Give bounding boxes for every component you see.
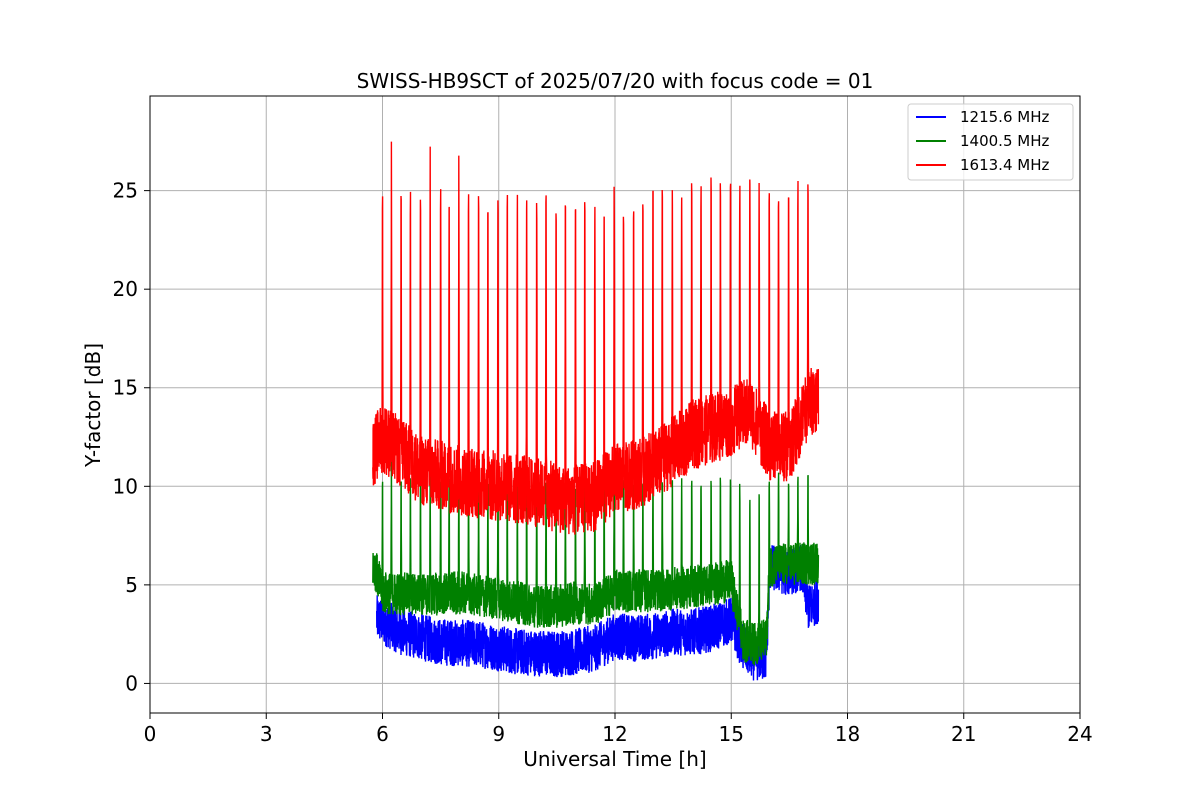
series-1 bbox=[372, 459, 820, 666]
series-2 bbox=[372, 141, 820, 535]
x-tick-label: 21 bbox=[951, 722, 976, 746]
x-tick-label: 24 bbox=[1067, 722, 1092, 746]
y-axis: 0 5 10 15 20 25 bbox=[113, 179, 150, 695]
x-tick-label: 0 bbox=[144, 722, 157, 746]
plot-area bbox=[372, 141, 820, 681]
x-tick-label: 12 bbox=[602, 722, 627, 746]
chart-title: SWISS-HB9SCT of 2025/07/20 with focus co… bbox=[357, 69, 874, 93]
y-tick-label: 20 bbox=[113, 277, 138, 301]
x-tick-label: 15 bbox=[719, 722, 744, 746]
y-tick-label: 15 bbox=[113, 376, 138, 400]
x-tick-label: 6 bbox=[376, 722, 389, 746]
y-tick-label: 0 bbox=[125, 671, 138, 695]
x-axis: 0 3 6 9 12 15 18 21 24 bbox=[144, 713, 1093, 746]
y-axis-label: Y-factor [dB] bbox=[81, 343, 105, 468]
legend-label: 1400.5 MHz bbox=[960, 132, 1049, 150]
x-axis-label: Universal Time [h] bbox=[523, 747, 706, 771]
y-tick-label: 5 bbox=[125, 573, 138, 597]
x-tick-label: 9 bbox=[492, 722, 505, 746]
legend-box bbox=[907, 103, 1074, 181]
legend: 1215.6 MHz 1400.5 MHz 1613.4 MHz bbox=[907, 103, 1074, 181]
series-line bbox=[372, 459, 820, 666]
series-line bbox=[372, 141, 820, 535]
y-tick-label: 10 bbox=[113, 474, 138, 498]
y-tick-label: 25 bbox=[113, 179, 138, 203]
x-tick-label: 18 bbox=[835, 722, 860, 746]
x-tick-label: 3 bbox=[260, 722, 273, 746]
legend-label: 1613.4 MHz bbox=[960, 156, 1049, 174]
legend-label: 1215.6 MHz bbox=[960, 108, 1049, 126]
